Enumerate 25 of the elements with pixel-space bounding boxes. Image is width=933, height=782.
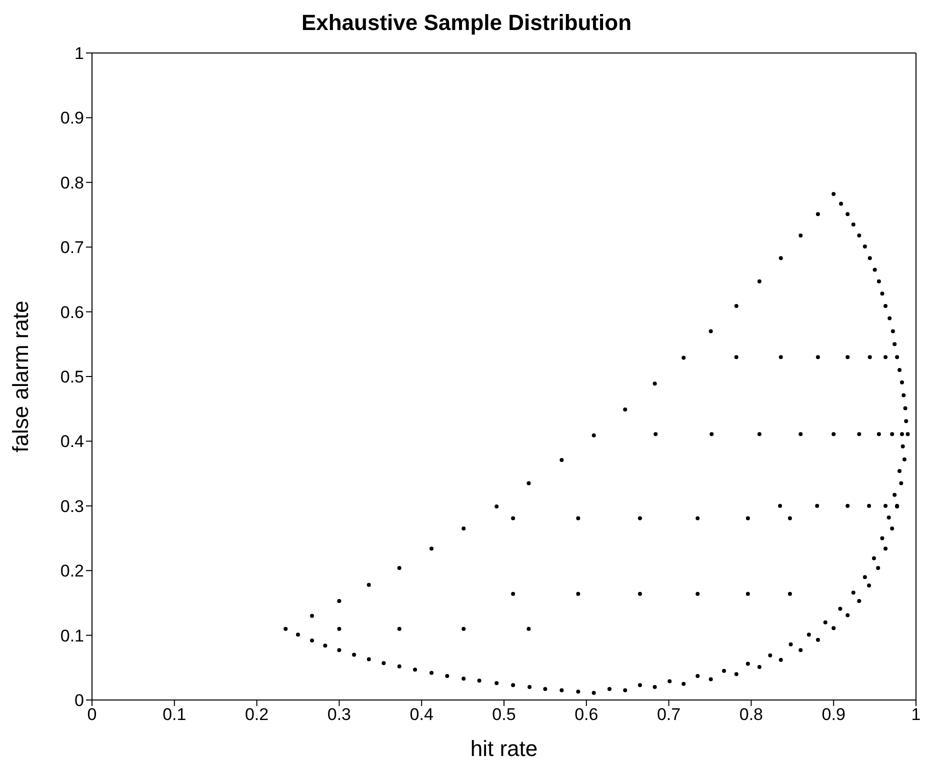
y-axis-title: false alarm rate: [8, 300, 33, 452]
y-tick-label: 0.4: [60, 432, 84, 452]
x-tick-label: 0: [87, 705, 97, 724]
x-tick-label: 0.8: [739, 705, 764, 724]
x-tick-label: 0.3: [327, 705, 352, 724]
x-axis-title: hit rate: [470, 736, 538, 761]
x-tick-label: 0.4: [410, 705, 434, 724]
y-tick-label: 0.5: [60, 368, 84, 387]
chart-title: Exhaustive Sample Distribution: [300, 9, 633, 37]
x-tick-label: 0.7: [656, 705, 681, 724]
x-tick-label: 0.6: [574, 705, 598, 724]
y-tick-label: 0.9: [60, 108, 84, 128]
y-tick-label: 0.6: [60, 302, 84, 322]
y-tick-label: 0.7: [60, 238, 84, 258]
y-tick-label: 0.3: [60, 496, 84, 516]
x-tick-label: 0.1: [162, 705, 186, 724]
x-tick-label: 0.2: [244, 705, 269, 724]
x-tick-label: 0.5: [492, 705, 516, 724]
y-tick-label: 0: [74, 691, 84, 710]
y-tick-label: 0.8: [60, 173, 84, 192]
y-tick-label: 0.1: [60, 626, 84, 646]
x-tick-label: 1: [911, 705, 921, 724]
x-tick-label: 0.9: [822, 705, 846, 724]
y-tick-label: 0.2: [60, 562, 84, 581]
y-tick-label: 1: [74, 44, 84, 64]
